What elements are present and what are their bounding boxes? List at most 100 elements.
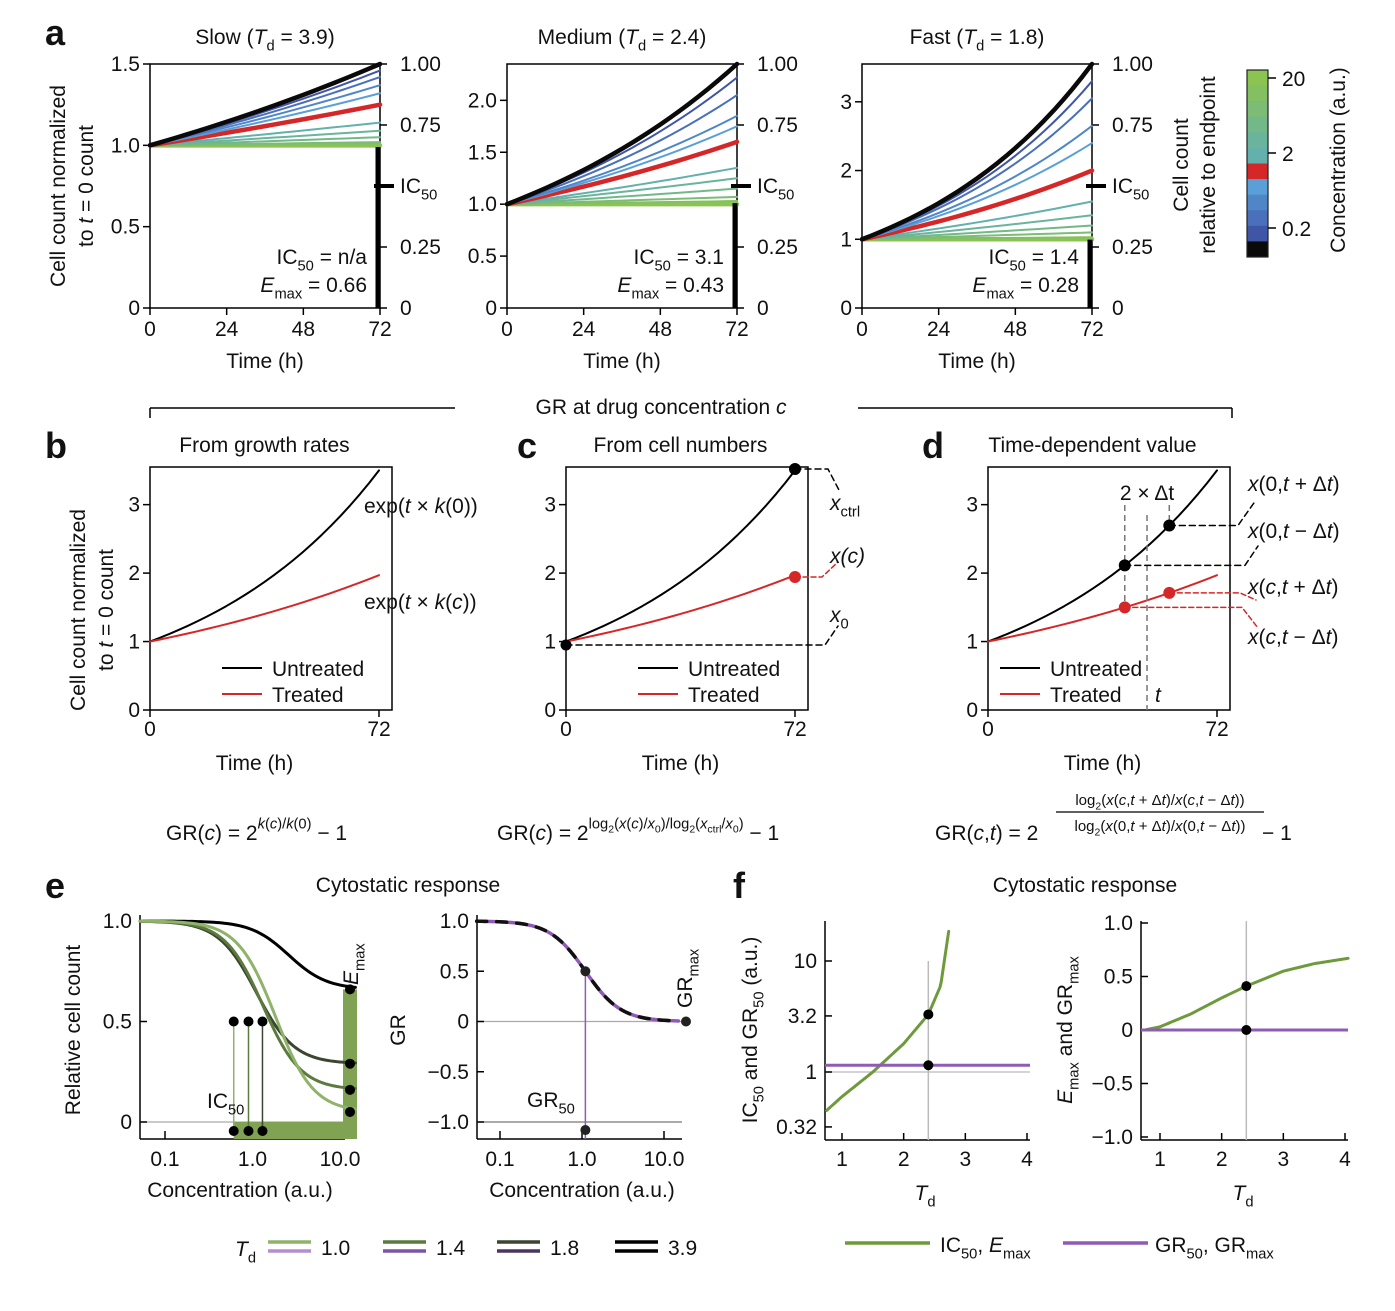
label-part: ( [265, 816, 270, 832]
x-tick-label: 1.0 [238, 1148, 267, 1171]
label-part: (0, [1259, 473, 1284, 496]
label-part: max [274, 286, 302, 302]
y-tick-label: 0 [1121, 1019, 1133, 1042]
growth-curve [504, 139, 740, 207]
point [1118, 559, 1131, 572]
label-part: GR( [166, 822, 205, 845]
label-part: + Δ [1288, 576, 1326, 599]
label-part: c [1188, 792, 1196, 809]
y-tick-label: 0 [457, 1011, 469, 1034]
y2-tick-label: 0.25 [1112, 236, 1153, 259]
label-part: Fast ( [910, 26, 964, 49]
label-part: )/ [277, 816, 287, 832]
y-tick-label: 0.5 [440, 960, 469, 983]
label-part: 50 [421, 187, 437, 203]
ic50-value: IC50 = n/a [277, 246, 368, 274]
label-part: T [915, 1182, 930, 1205]
label-part: ( [695, 816, 700, 832]
colorbar-tick-label: 0.2 [1282, 218, 1311, 241]
y-tick-label: 0 [966, 699, 978, 722]
y-axis-label: Cell count normalized [67, 509, 90, 711]
label-part: d [248, 1250, 256, 1266]
x-tick-label: 4 [1339, 1148, 1351, 1171]
panel-letter-b: b [45, 425, 67, 466]
label-part: = 0.28 [1014, 274, 1079, 297]
label-part: )/ [1166, 792, 1176, 809]
y-tick-label: 2 [128, 562, 140, 585]
label-part: ctrl [841, 504, 861, 520]
label-part: GR( [497, 822, 536, 845]
label-part: = 0 count [95, 549, 118, 642]
label-part: log [1074, 818, 1094, 835]
y-tick-label: 3 [544, 494, 556, 517]
label-part: Slow ( [195, 26, 253, 49]
growth-curve [506, 166, 738, 206]
y-tick-label: 1.5 [468, 141, 497, 164]
label-part: x [1247, 626, 1260, 649]
label-part: x [1247, 576, 1260, 599]
panel-title: Cytostatic response [316, 874, 500, 897]
label-part: x [829, 545, 842, 568]
panel-letter-a: a [45, 12, 66, 53]
subplot-title: Time-dependent value [988, 434, 1196, 457]
label-part: t [75, 217, 98, 224]
y-tick-label: 2 [544, 562, 556, 585]
label-part: IC [634, 246, 655, 269]
y2-tick-label: 1.00 [757, 53, 798, 76]
y-tick-label: 1.5 [111, 53, 140, 76]
formula-d-numerator: log2(x(c,t + Δt)/x(c,t − Δt)) [1075, 792, 1244, 813]
subplot-title: From cell numbers [594, 434, 768, 457]
colorbar-segment [1247, 179, 1268, 196]
subplot-title: Slow (Td = 3.9) [195, 26, 334, 54]
ic50-axis-point [257, 1126, 268, 1136]
x-tick-label: 72 [1080, 318, 1103, 341]
growth-curve [147, 61, 383, 148]
label-part: 50 [751, 991, 767, 1007]
colorbar-segment [1247, 70, 1268, 87]
legend-label: Untreated [272, 658, 364, 681]
panel-title: Cytostatic response [993, 874, 1177, 897]
x-tick-label: 72 [783, 718, 806, 741]
label-part: T [254, 26, 269, 49]
label-part: Cell count normalized [67, 509, 90, 711]
grmax-point [681, 1016, 691, 1027]
label-part: max [1066, 1061, 1082, 1089]
x-tick-label: 3 [1277, 1148, 1289, 1171]
label-part: t [1326, 576, 1333, 599]
label-part: and GR [1054, 984, 1077, 1062]
y-tick-label: 1 [840, 228, 852, 251]
x-tick-label: 24 [572, 318, 596, 341]
label-part: d [638, 38, 646, 54]
y-tick-label: 1.0 [103, 910, 132, 933]
plot-frame [987, 466, 1231, 711]
treated-curve [987, 574, 1218, 643]
x-axis-label: Concentration (a.u.) [489, 1179, 675, 1202]
label-part: t [1282, 626, 1289, 649]
label-part: (0, [1259, 520, 1284, 543]
emax-label: Emax [340, 943, 368, 985]
label-part: d [976, 38, 984, 54]
label-part: IC [757, 175, 778, 198]
emax-value: Emax = 0.66 [260, 274, 367, 302]
y2-tick-label: 0.25 [757, 236, 798, 259]
label-part: c [536, 822, 547, 845]
label-part: , [1276, 626, 1282, 649]
y-tick-label: 0.5 [111, 216, 140, 239]
label-part: k [435, 495, 447, 518]
legend-label: GR50, GRmax [1155, 1234, 1274, 1262]
untreated-curve [149, 469, 380, 643]
growth-curve [861, 231, 1093, 241]
label-part: x [1247, 520, 1260, 543]
y2-tick-label: 0.75 [757, 114, 798, 137]
label-part: Cell count normalized [47, 85, 70, 287]
x-tick-label: 2 [898, 1148, 910, 1171]
growth-curve [504, 61, 740, 207]
x-axis-label: Time (h) [1064, 752, 1141, 775]
gr50-label: GR50 [527, 1089, 575, 1117]
point [1118, 601, 1131, 614]
label-part: exp( [364, 495, 405, 518]
grmax-label: GRmax [674, 948, 702, 1008]
x-tick-label: 24 [215, 318, 239, 341]
x-tick-label: 10.0 [644, 1148, 685, 1171]
point-label: x(0,t + Δt) [1247, 473, 1340, 496]
